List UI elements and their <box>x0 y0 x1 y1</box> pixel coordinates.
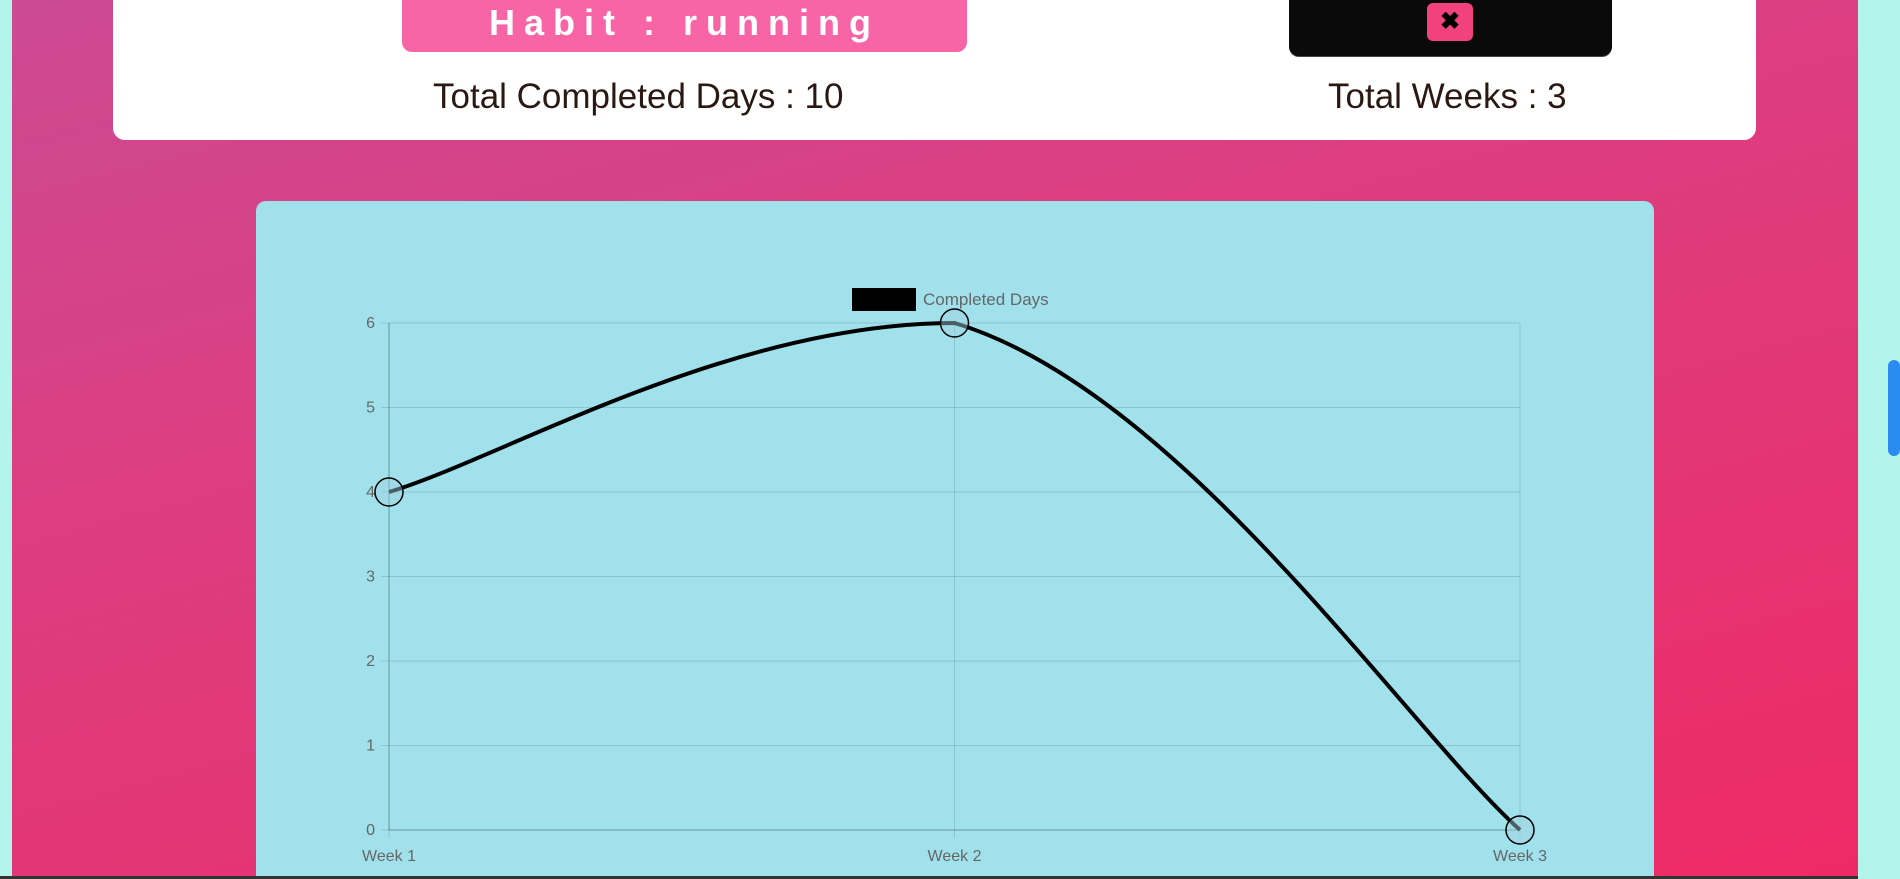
completed-days-chart: 0 1 2 3 4 5 6 Week 1 Week 2 Week 3 Completed Days <box>362 288 1547 865</box>
y-tick-label: 0 <box>366 822 375 839</box>
x-tick-label: Week 1 <box>362 848 416 865</box>
legend-label: Completed Days <box>923 290 1049 309</box>
total-weeks: Total Weeks : 3 <box>1328 77 1567 116</box>
y-tick-label: 2 <box>366 653 375 670</box>
close-button[interactable]: ✖ <box>1427 3 1473 41</box>
data-point <box>939 308 970 338</box>
bottom-border <box>0 876 1858 879</box>
x-tick-label: Week 2 <box>928 848 982 865</box>
y-tick-label: 5 <box>366 400 375 417</box>
y-tick-label: 3 <box>366 569 375 586</box>
series-line-completed-days <box>388 320 1522 832</box>
habit-title: Habit : running <box>402 0 967 52</box>
y-tick-label: 6 <box>366 315 375 332</box>
x-tick-label: Week 3 <box>1493 848 1547 865</box>
scrollbar-thumb[interactable] <box>1888 360 1900 456</box>
y-tick-label: 1 <box>366 738 375 755</box>
legend-swatch <box>852 288 916 311</box>
data-point <box>374 477 404 507</box>
close-icon: ✖ <box>1439 8 1461 35</box>
y-tick-label: 4 <box>366 484 375 501</box>
close-button-container: ✖ <box>1289 0 1612 56</box>
chart-card: 0 1 2 3 4 5 6 Week 1 Week 2 Week 3 Completed Days <box>256 201 1654 879</box>
total-completed-days: Total Completed Days : 10 <box>433 77 844 116</box>
habit-summary-card: Habit : running ✖ Total Completed Days :… <box>113 0 1756 140</box>
data-point <box>1505 815 1535 845</box>
